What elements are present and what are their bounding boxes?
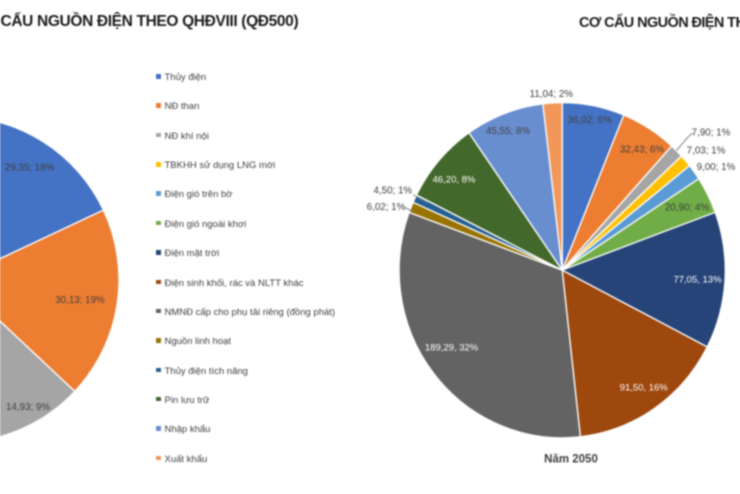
svg-text:36,02; 6%: 36,02; 6% [568,115,612,126]
svg-text:91,50, 16%: 91,50, 16% [620,382,669,393]
svg-text:45,55; 8%: 45,55; 8% [486,126,530,137]
svg-text:7,03; 1%: 7,03; 1% [687,146,726,157]
svg-text:11,04; 2%: 11,04; 2% [530,89,574,100]
svg-text:14,93; 9%: 14,93; 9% [6,402,50,413]
svg-text:189,29, 32%: 189,29, 32% [425,343,479,354]
svg-text:7,90; 1%: 7,90; 1% [692,128,731,139]
svg-text:Năm 2050: Năm 2050 [544,454,598,466]
svg-text:4,50; 1%: 4,50; 1% [373,186,412,197]
svg-text:30,13; 19%: 30,13; 19% [55,295,105,306]
svg-text:29,35; 18%: 29,35; 18% [5,163,55,174]
svg-text:32,43; 6%: 32,43; 6% [620,145,664,156]
svg-text:77,05, 13%: 77,05, 13% [673,275,722,286]
svg-text:20,90; 4%: 20,90; 4% [665,203,709,214]
svg-text:46,20, 8%: 46,20, 8% [433,174,476,185]
svg-text:9,00; 1%: 9,00; 1% [697,162,736,173]
svg-text:6,02; 1%: 6,02; 1% [367,202,406,213]
